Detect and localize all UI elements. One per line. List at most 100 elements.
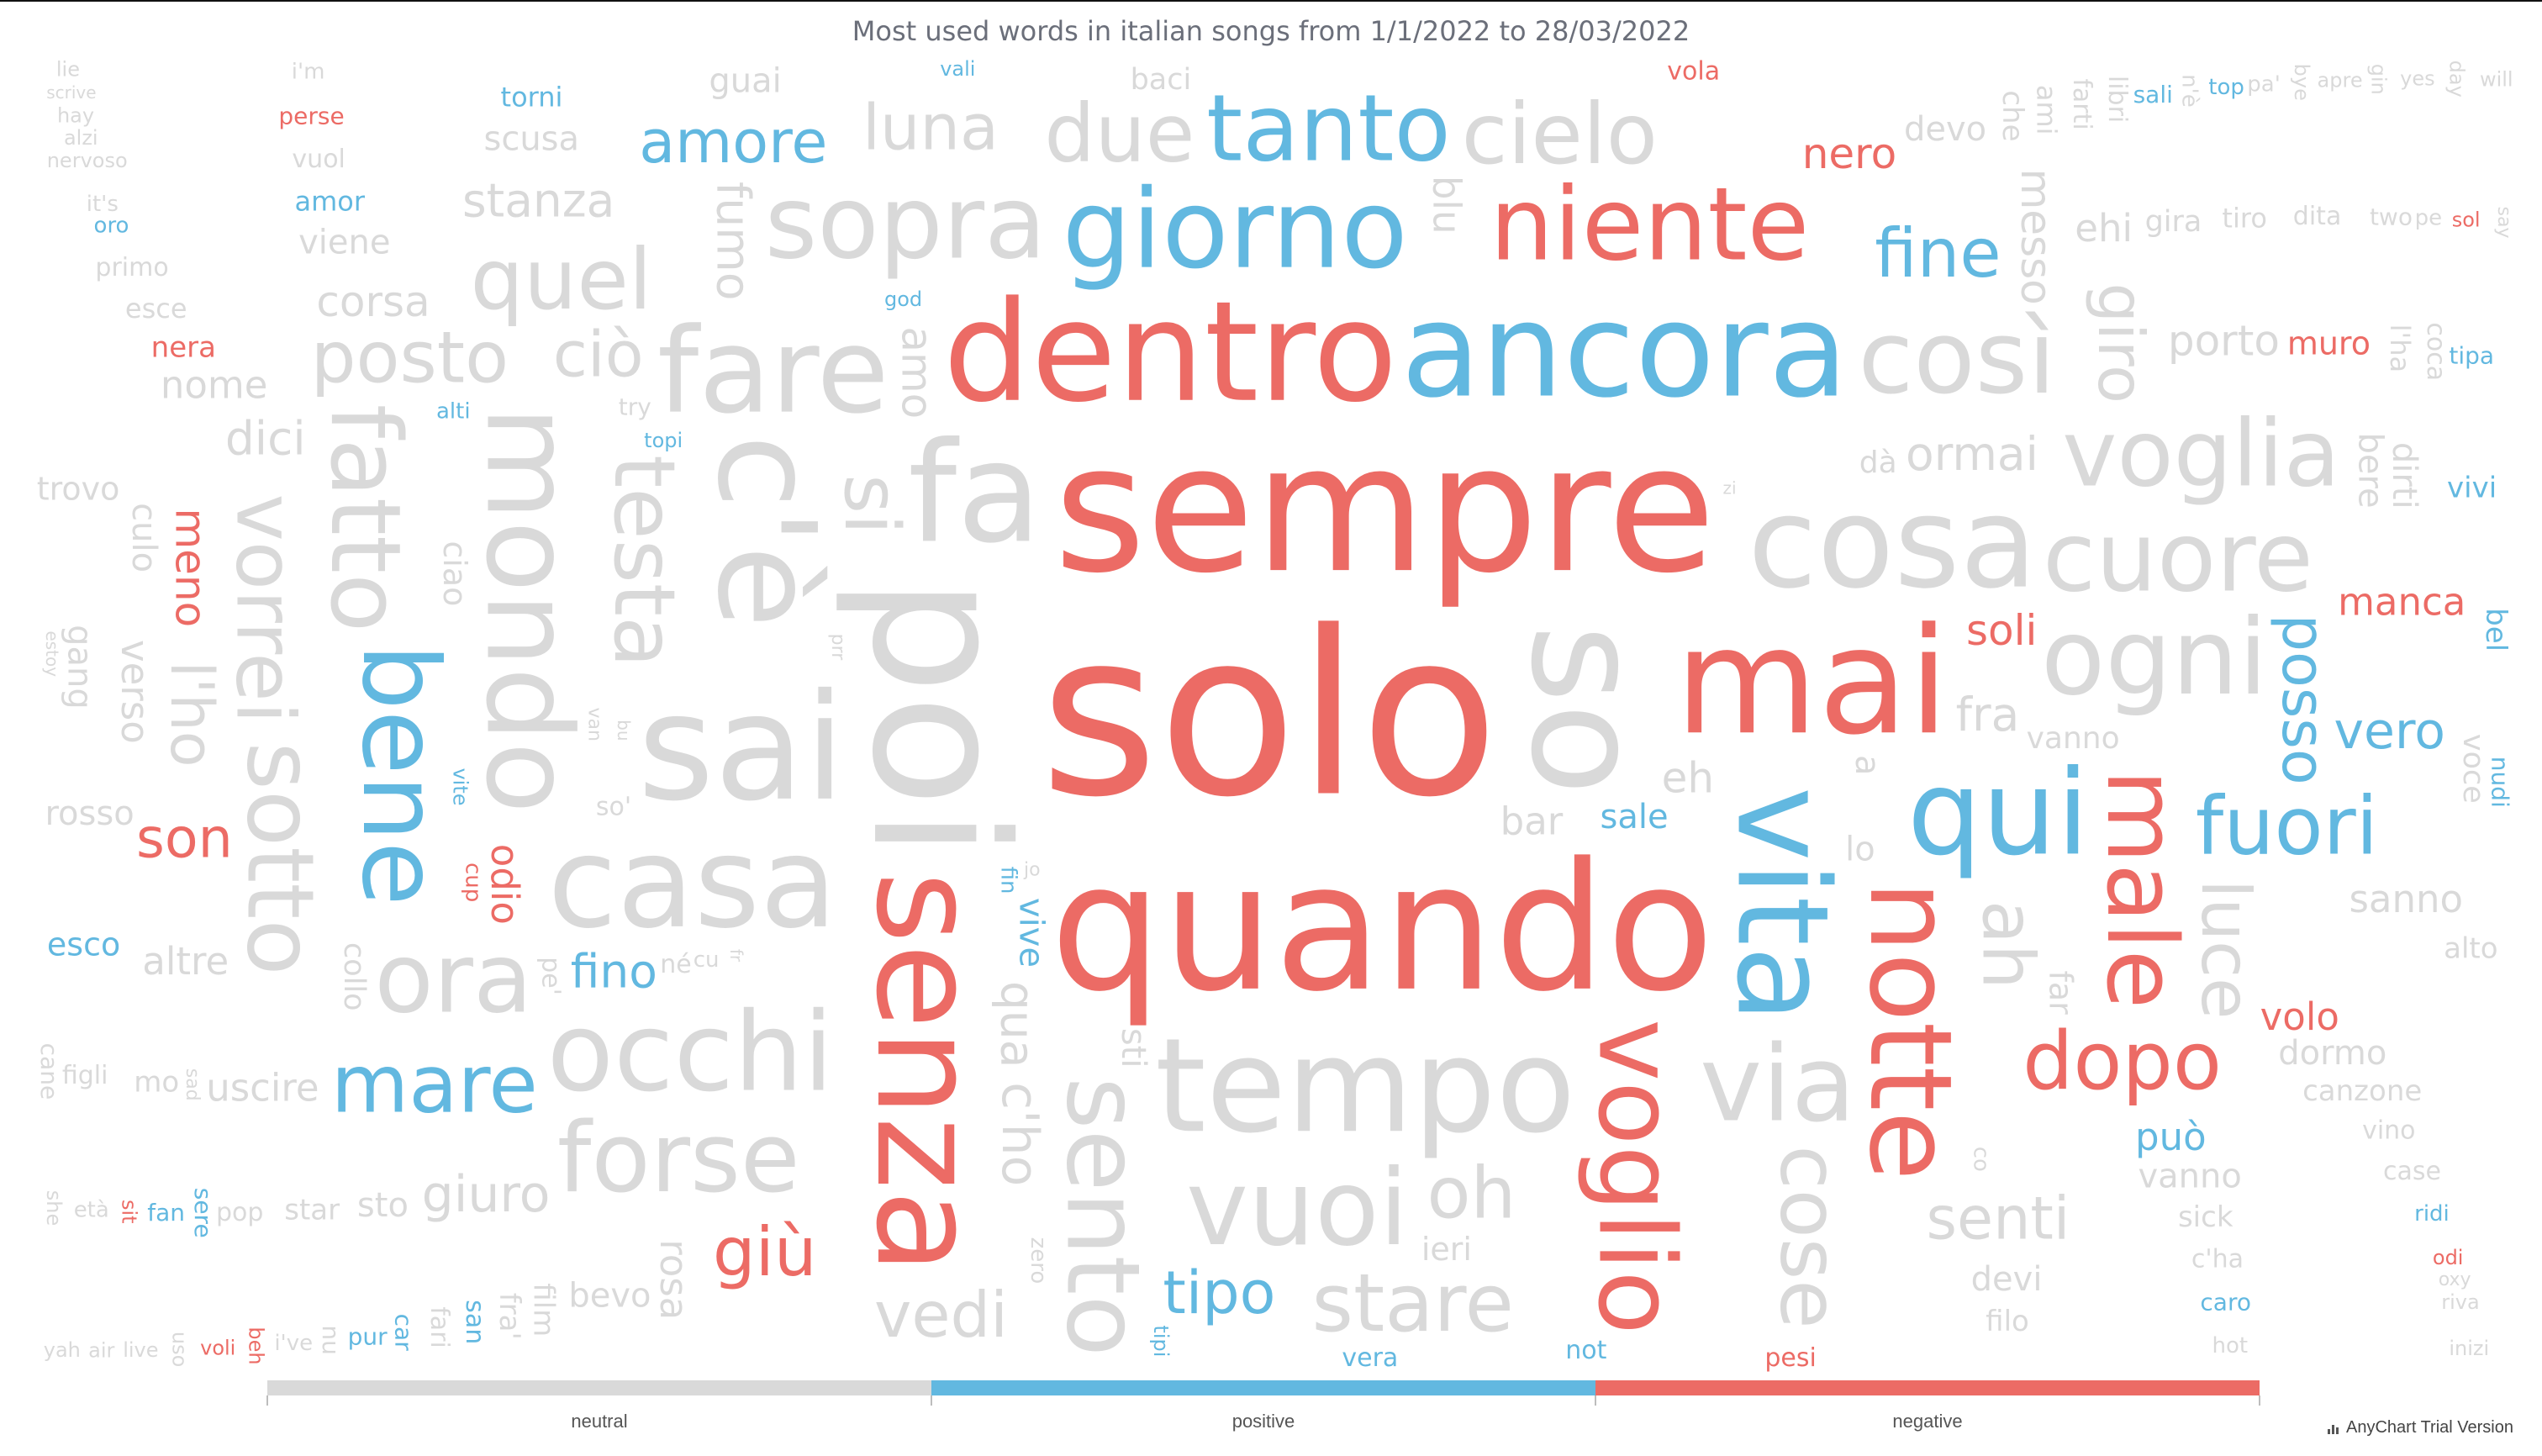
word-amore-60[interactable]: amore [639, 108, 827, 177]
word-ridi-183[interactable]: ridi [2414, 1201, 2450, 1227]
word-sopra-29[interactable]: sopra [765, 166, 1047, 282]
word-cha-153[interactable]: c'ha [2191, 1244, 2244, 1274]
word-notte-19[interactable]: notte [1844, 880, 1976, 1180]
word-cuore-32[interactable]: cuore [2043, 502, 2313, 615]
word-lie-221[interactable]: lie [56, 57, 80, 81]
word-messo-79[interactable]: messo [2012, 169, 2060, 305]
word-muro-116[interactable]: muro [2287, 325, 2371, 362]
word-so-4[interactable]: so [1497, 625, 1673, 796]
word-pesi-150[interactable]: pesi [1764, 1343, 1816, 1373]
word-alti-179[interactable]: alti [436, 398, 471, 424]
word-ciò-57[interactable]: ciò [553, 318, 644, 392]
word-guai-102[interactable]: guai [709, 62, 781, 101]
word-yah-219[interactable]: yah [44, 1338, 81, 1362]
word-day-220[interactable]: day [2445, 61, 2469, 98]
word-manca-84[interactable]: manca [2338, 580, 2466, 625]
word-giro-58[interactable]: giro [2084, 282, 2158, 404]
word-giorno-20[interactable]: giorno [1063, 166, 1408, 293]
word-posto-50[interactable]: posto [311, 317, 509, 400]
word-odio-85[interactable]: odio [483, 844, 527, 925]
word-zi-270[interactable]: zi [1722, 477, 1736, 498]
word-far-121[interactable]: far [2043, 970, 2080, 1015]
word-collo-124[interactable]: collo [337, 942, 371, 1011]
word-fra-139[interactable]: fra' [493, 1293, 526, 1340]
word-alzi-209[interactable]: alzi [64, 126, 98, 150]
word-così-30[interactable]: così [1858, 300, 2055, 417]
word-età-188[interactable]: età [74, 1198, 109, 1223]
word-fumo-70[interactable]: fumo [706, 182, 760, 300]
word-bevo-101[interactable]: bevo [568, 1276, 651, 1315]
word-lho-64[interactable]: l'ho [157, 662, 226, 768]
word-altre-92[interactable]: altre [142, 939, 229, 984]
word-vita-13[interactable]: vita [1709, 787, 1855, 1023]
word-sto-113[interactable]: sto [357, 1186, 409, 1225]
word-riva-210[interactable]: riva [2441, 1290, 2479, 1314]
word-fatto-34[interactable]: fatto [309, 404, 421, 632]
word-hot-185[interactable]: hot [2212, 1333, 2249, 1358]
word-baci-125[interactable]: baci [1131, 63, 1192, 97]
word-solo-0[interactable]: solo [1040, 583, 1499, 847]
anychart-credit[interactable]: AnyChart Trial Version [2328, 1418, 2513, 1438]
word-trovo-120[interactable]: trovo [37, 471, 120, 508]
word-say-250[interactable]: say [2493, 207, 2514, 239]
word-quando-3[interactable]: quando [1050, 825, 1714, 1031]
word-nera-128[interactable]: nera [151, 330, 216, 364]
word-ciao-118[interactable]: ciao [436, 541, 473, 606]
word-soli-78[interactable]: soli [1966, 606, 2037, 655]
word-topi-197[interactable]: topi [644, 429, 683, 452]
word-meno-76[interactable]: meno [166, 508, 215, 627]
word-vivi-129[interactable]: vivi [2447, 471, 2497, 504]
word-sanno-89[interactable]: sanno [2349, 877, 2463, 921]
word-senza-7[interactable]: senza [846, 871, 1007, 1274]
word-tipo-62[interactable]: tipo [1163, 1258, 1275, 1327]
word-fa-9[interactable]: fa [908, 412, 1042, 573]
word-cielo-39[interactable]: cielo [1462, 85, 1658, 183]
word-vite-196[interactable]: vite [449, 768, 472, 805]
word-qua-73[interactable]: qua [991, 981, 1045, 1068]
word-vanno-122[interactable]: vanno [2027, 721, 2120, 756]
word-sti-112[interactable]: sti [1114, 1028, 1152, 1068]
word-eh-83[interactable]: eh [1662, 753, 1714, 802]
word-rosa-88[interactable]: rosa [651, 1239, 696, 1320]
word-ehi-96[interactable]: ehi [2075, 206, 2133, 251]
word-giuro-68[interactable]: giuro [422, 1165, 551, 1224]
word-due-48[interactable]: due [1044, 88, 1195, 181]
word-fari-157[interactable]: fari [425, 1306, 454, 1348]
word-van-244[interactable]: van [584, 708, 605, 741]
word-nervoso-206[interactable]: nervoso [47, 149, 128, 172]
legend-swatch-negative[interactable] [1595, 1380, 2260, 1395]
word-ami-142[interactable]: ami [2031, 85, 2063, 135]
word-nudi-166[interactable]: nudi [2486, 757, 2513, 808]
word-dirti-109[interactable]: dirti [2385, 442, 2423, 509]
word-mo-138[interactable]: mo [134, 1065, 179, 1099]
word-casa-14[interactable]: casa [547, 810, 836, 957]
word-odi-203[interactable]: odi [2433, 1246, 2464, 1269]
word-cane-175[interactable]: cane [35, 1043, 63, 1100]
word-vedi-59[interactable]: vedi [874, 1278, 1008, 1352]
word-tipi-199[interactable]: tipi [1149, 1325, 1173, 1357]
word-cè-10[interactable]: c'è [688, 435, 845, 628]
word-vino-152[interactable]: vino [2362, 1116, 2415, 1145]
word-co-190[interactable]: co [1969, 1147, 1994, 1172]
word-fino-69[interactable]: fino [571, 944, 657, 998]
word-pe-163[interactable]: pe' [536, 957, 566, 995]
word-pop-155[interactable]: pop [216, 1198, 263, 1227]
word-so-164[interactable]: so' [596, 792, 631, 821]
word-ora-35[interactable]: ora [374, 923, 532, 1036]
word-ive-186[interactable]: i've [274, 1331, 313, 1356]
word-prr-241[interactable]: prr [827, 634, 848, 662]
word-cose-46[interactable]: cose [1762, 1145, 1854, 1328]
word-nè-193[interactable]: n'è [2177, 74, 2202, 108]
word-pe-194[interactable]: pe [2415, 206, 2443, 231]
word-nome-93[interactable]: nome [161, 363, 268, 408]
word-mare-47[interactable]: mare [331, 1039, 538, 1132]
word-posso-61[interactable]: posso [2269, 615, 2338, 785]
word-scrive-266[interactable]: scrive [46, 82, 96, 103]
word-pur-171[interactable]: pur [348, 1322, 388, 1350]
word-bene-25[interactable]: bene [339, 643, 461, 905]
word-sai-6[interactable]: sai [637, 663, 845, 834]
word-uscire-90[interactable]: uscire [206, 1065, 319, 1110]
word-voglia-38[interactable]: voglia [2062, 399, 2340, 507]
word-stare-42[interactable]: stare [1312, 1258, 1514, 1350]
word-case-162[interactable]: case [2383, 1157, 2441, 1186]
